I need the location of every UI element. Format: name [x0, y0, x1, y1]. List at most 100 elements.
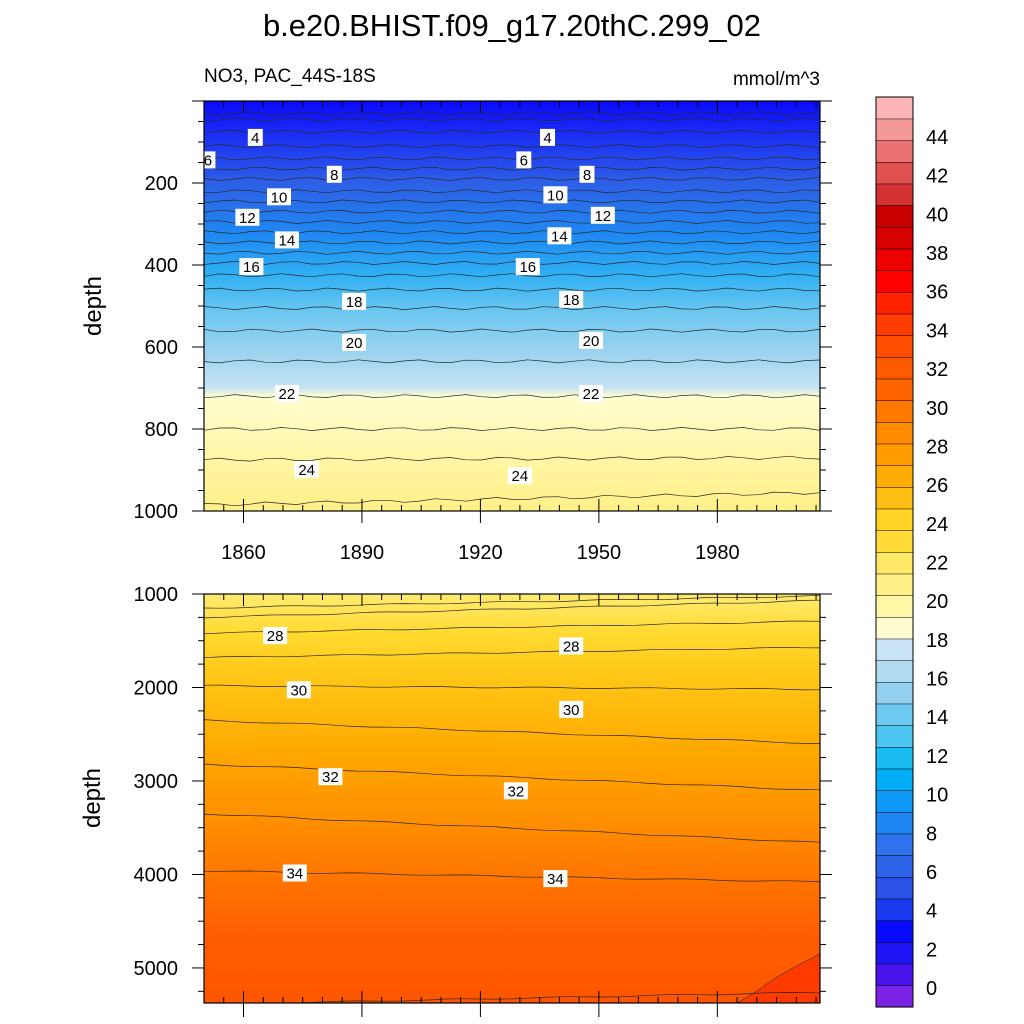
contour-line: [204, 189, 821, 194]
contour-label: 16: [519, 259, 536, 276]
contour-label-box: [507, 467, 532, 485]
contour-line: [203, 117, 821, 122]
colorbar-swatch: [875, 768, 914, 791]
contour-line: [203, 287, 821, 292]
colorbar-tick-label: 4: [926, 901, 937, 923]
contour-label-box: [342, 292, 367, 310]
colorbar-swatch: [875, 96, 914, 120]
colorbar-tick-label: 2: [926, 939, 937, 961]
colorbar-swatch: [875, 551, 914, 575]
contour-line: [203, 719, 821, 744]
contour-line: [203, 230, 821, 235]
contour-line: [203, 129, 821, 134]
top-panel-contours: [203, 111, 821, 507]
colorbar-swatch: [875, 985, 914, 1008]
contour-label-box: [559, 700, 584, 718]
colorbar-tick-label: 26: [926, 475, 948, 497]
contour-line: [203, 156, 821, 161]
contour-label-box: [294, 461, 319, 478]
colorbar-tick-label: 20: [926, 591, 948, 613]
colorbar-frame: [875, 96, 914, 1008]
contour-label: 6: [520, 152, 528, 169]
contour-line: [203, 209, 821, 214]
contour-label: 14: [279, 232, 296, 249]
y-tick-label: 3000: [134, 771, 179, 793]
colorbar-swatch: [875, 118, 914, 141]
colorbar-swatch: [875, 508, 914, 531]
colorbar-swatch: [875, 876, 914, 900]
colorbar-tick-label: 28: [926, 437, 948, 459]
colorbar-swatch: [875, 725, 914, 748]
colorbar-swatch: [875, 920, 914, 943]
colorbar-swatch: [875, 183, 914, 206]
colorbar-swatch: [875, 573, 914, 596]
contour-line: [203, 306, 821, 310]
contour-line: [203, 220, 821, 224]
contour-label: 20: [583, 333, 600, 350]
colorbar-swatch: [875, 703, 914, 726]
colorbar: 0246810121416182022242628303234363840424…: [875, 96, 948, 1008]
bottom-panel-contour-labels: 28 28 30 30 32 32 34 34: [263, 627, 584, 888]
colorbar-swatch: [875, 313, 914, 336]
y-tick-label: 200: [145, 173, 178, 195]
contour-label-box: [559, 637, 584, 655]
colorbar-swatch: [875, 400, 914, 423]
bottom-panel-frame: [203, 593, 821, 1004]
y-tick-label: 2000: [134, 677, 179, 699]
x-tick-label: 1950: [577, 542, 622, 564]
colorbar-swatch: [875, 421, 914, 445]
contour-label-box: [503, 782, 528, 800]
contour-label: 16: [243, 259, 260, 276]
colorbar-tick-label: 36: [926, 282, 948, 304]
contour-label: 28: [267, 628, 284, 645]
contour-label: 30: [290, 682, 307, 699]
colorbar-swatch: [875, 681, 914, 705]
colorbar-tick-label: 18: [926, 630, 948, 652]
contour-label-box: [516, 151, 532, 169]
contour-label-box: [274, 231, 299, 249]
colorbar-tick-label: 44: [926, 127, 948, 149]
colorbar-swatch: [875, 941, 914, 965]
contour-line: [203, 240, 821, 245]
x-tick-label: 1980: [695, 542, 740, 564]
contour-label-box: [235, 208, 260, 226]
colorbar-tick-label: 12: [926, 746, 948, 768]
contour-label: 20: [346, 335, 363, 352]
colorbar-swatch: [875, 378, 914, 401]
top-panel-subtitle-right: mmol/m^3: [733, 69, 820, 90]
colorbar-swatch: [875, 855, 914, 878]
y-tick-label: 1000: [134, 584, 179, 606]
colorbar-swatch: [875, 226, 914, 250]
colorbar-swatch: [875, 811, 914, 835]
colorbar-tick-label: 0: [926, 978, 937, 1000]
bottom-panel: 28 28 30 30 32 32 34 34 1000 2000 3000 4000 5000 de…: [79, 584, 832, 1017]
y-tick-label: 4000: [134, 864, 179, 886]
colorbar-swatch: [875, 205, 914, 228]
colorbar-swatch: [875, 140, 914, 163]
colorbar-swatch: [875, 660, 914, 683]
colorbar-tick-label: 30: [926, 398, 948, 420]
contour-label-box: [326, 165, 342, 183]
colorbar-tick-label: 6: [926, 862, 937, 884]
contour-label: 18: [346, 294, 363, 311]
contour-label-box: [579, 331, 603, 349]
colorbar-swatch: [875, 335, 914, 358]
contour-label: 28: [563, 638, 580, 655]
contour-label-box: [342, 333, 367, 351]
colorbar-swatch: [875, 291, 914, 315]
y-tick-label: 800: [145, 419, 178, 441]
contour-label-box: [286, 681, 311, 699]
colorbar-tick-label: 14: [926, 707, 948, 729]
contour-label: 34: [286, 866, 303, 883]
colorbar-tick-label: 40: [926, 204, 948, 226]
contour-label: 8: [330, 167, 338, 184]
bottom-panel-y-axis: 1000 2000 3000 4000 5000: [134, 584, 832, 992]
bottom-panel-x-axis: [203, 594, 817, 1017]
contour-label-box: [559, 290, 584, 308]
contour-label: 24: [298, 462, 315, 479]
contour-line: [203, 491, 821, 507]
contour-label: 4: [251, 130, 259, 147]
colorbar-tick-label: 8: [926, 823, 937, 845]
